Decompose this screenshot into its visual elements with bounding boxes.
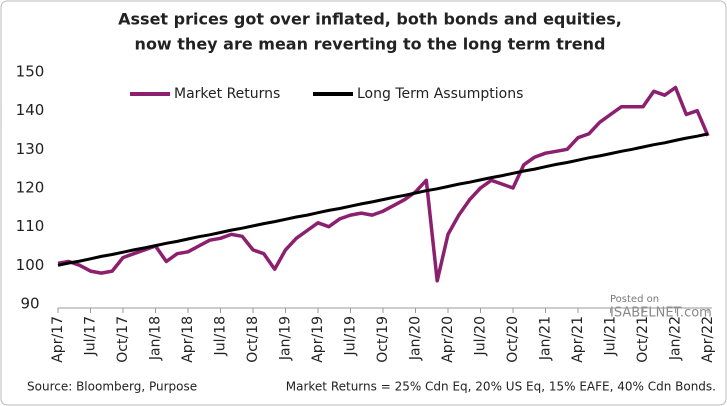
x-tick-label: Apr/17 bbox=[50, 316, 66, 363]
x-tick-label: Oct/18 bbox=[245, 316, 261, 363]
watermark: ISABELNET.com bbox=[610, 306, 712, 321]
x-tick-label: Apr/18 bbox=[180, 316, 196, 363]
x-tick-label: Apr/22 bbox=[700, 316, 716, 363]
legend-label: Long Term Assumptions bbox=[357, 86, 523, 102]
footnote: Market Returns = 25% Cdn Eq, 20% US Eq, … bbox=[286, 380, 716, 394]
x-tick-label: Jul/21 bbox=[603, 316, 619, 356]
y-tick-label: 100 bbox=[16, 256, 45, 274]
x-tick-label: Oct/20 bbox=[505, 316, 521, 363]
x-tick-label: Oct/17 bbox=[115, 316, 131, 363]
y-tick-label: 130 bbox=[16, 140, 45, 158]
x-tick-label: Jul/17 bbox=[83, 316, 99, 356]
x-tick-label: Jul/18 bbox=[213, 316, 229, 356]
x-tick-label: Jan/20 bbox=[408, 316, 424, 361]
x-tick-label: Oct/21 bbox=[635, 316, 651, 363]
y-tick-label: 140 bbox=[16, 101, 45, 119]
chart-title: Asset prices got over inflated, both bon… bbox=[118, 10, 622, 29]
y-tick-label: 120 bbox=[16, 179, 45, 197]
x-tick-label: Apr/20 bbox=[440, 316, 456, 363]
chart-title: now they are mean reverting to the long … bbox=[135, 35, 606, 54]
x-tick-label: Jan/22 bbox=[668, 316, 684, 361]
x-tick-label: Jan/21 bbox=[538, 316, 554, 361]
x-tick-label: Apr/21 bbox=[570, 316, 586, 363]
x-tick-label: Jan/18 bbox=[148, 316, 164, 361]
x-tick-label: Oct/19 bbox=[375, 316, 391, 363]
y-tick-label: 90 bbox=[20, 295, 39, 313]
x-tick-label: Apr/19 bbox=[310, 316, 326, 363]
y-tick-label: 150 bbox=[16, 63, 45, 81]
x-tick-label: Jul/20 bbox=[473, 316, 489, 356]
source: Source: Bloomberg, Purpose bbox=[27, 380, 197, 394]
watermark: Posted on bbox=[610, 294, 659, 305]
x-tick-label: Jul/19 bbox=[343, 316, 359, 356]
series-line bbox=[57, 132, 709, 267]
legend-label: Market Returns bbox=[174, 86, 280, 102]
y-tick-label: 110 bbox=[16, 217, 45, 235]
series-line bbox=[57, 85, 710, 283]
x-tick-label: Jan/19 bbox=[278, 316, 294, 361]
